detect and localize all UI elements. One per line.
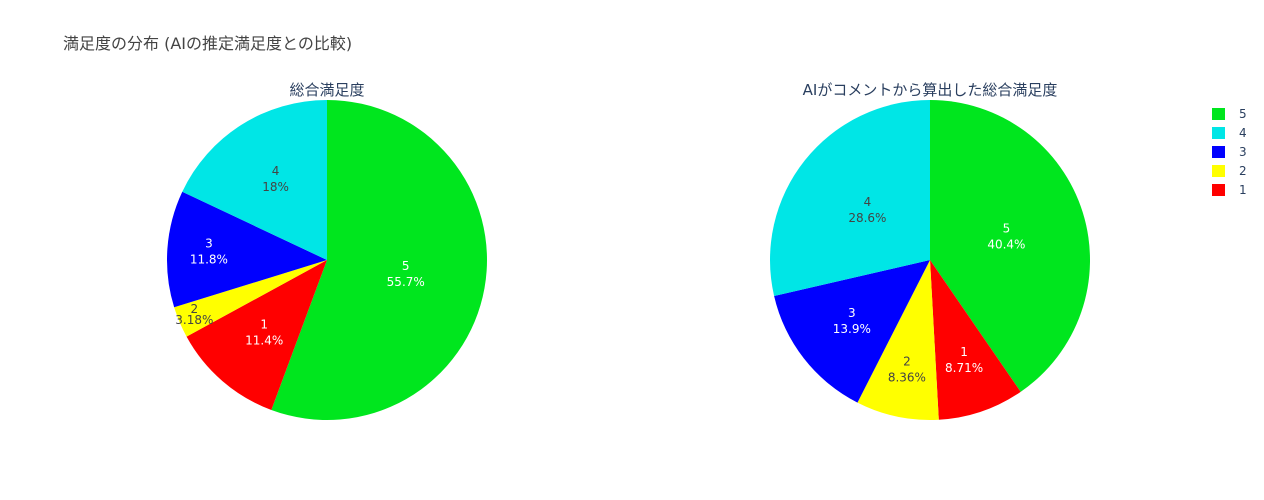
- slice-category-label: 2: [191, 302, 199, 316]
- slice-category-label: 3: [848, 306, 856, 320]
- pie-slice-1[interactable]: [930, 260, 1021, 420]
- pie-chart-overall-satisfaction: 5 55.7% 1 11.4% 23.18% 3 11.8% 4 18%: [167, 100, 487, 420]
- slice-category-label: 5: [402, 259, 410, 273]
- legend-swatch-4[interactable]: [1212, 127, 1225, 139]
- slice-percent-label: 11.4%: [245, 334, 283, 348]
- pie-slice-4[interactable]: [182, 100, 327, 260]
- slice-percent-label: 3.18%: [175, 313, 213, 327]
- slice-category-label: 2: [903, 355, 911, 369]
- slice-category-label: 1: [960, 345, 968, 359]
- legend-label-3[interactable]: 3: [1239, 145, 1247, 159]
- legend-swatch-5[interactable]: [1212, 108, 1225, 120]
- slice-percent-label: 55.7%: [387, 275, 425, 289]
- pie2-title: AIがコメントから算出した総合満足度: [803, 81, 1058, 99]
- legend-label-2[interactable]: 2: [1239, 164, 1247, 178]
- slice-category-label: 3: [205, 237, 213, 251]
- legend[interactable]: 5 4 3 2 1: [1212, 107, 1247, 197]
- pie-slice-1[interactable]: [186, 260, 327, 411]
- pie-slice-2[interactable]: [857, 260, 939, 421]
- slice-percent-label: 18%: [262, 180, 289, 194]
- pie-slice-2[interactable]: [174, 260, 327, 337]
- slice-percent-label: 40.4%: [987, 237, 1025, 251]
- legend-swatch-2[interactable]: [1212, 165, 1225, 177]
- figure-title: 満足度の分布 (AIの推定満足度との比較): [63, 34, 352, 53]
- pie-chart-ai-satisfaction: 5 40.4% 1 8.71% 2 8.36% 3 13.9% 4 28.6%: [770, 100, 1091, 421]
- slice-percent-label: 13.9%: [833, 322, 871, 336]
- slice-percent-label: 28.6%: [848, 211, 886, 225]
- slice-category-label: 1: [260, 318, 268, 332]
- slice-category-label: 4: [864, 195, 872, 209]
- pie-slice-4[interactable]: [770, 100, 930, 296]
- slice-percent-label: 11.8%: [190, 253, 228, 267]
- pie-slice-5[interactable]: [271, 100, 487, 420]
- pie-slice-5[interactable]: [930, 100, 1091, 392]
- legend-label-1[interactable]: 1: [1239, 183, 1247, 197]
- slice-category-label: 5: [1003, 221, 1011, 235]
- legend-label-4[interactable]: 4: [1239, 126, 1247, 140]
- legend-swatch-3[interactable]: [1212, 146, 1225, 158]
- pie1-title: 総合満足度: [289, 81, 364, 99]
- slice-percent-label: 8.71%: [945, 361, 983, 375]
- legend-swatch-1[interactable]: [1212, 184, 1225, 196]
- slice-percent-label: 8.36%: [888, 371, 926, 385]
- pie-slice-3[interactable]: [167, 191, 327, 308]
- slice-category-label: 4: [272, 164, 280, 178]
- pie-slice-3[interactable]: [774, 260, 930, 403]
- legend-label-5[interactable]: 5: [1239, 107, 1247, 121]
